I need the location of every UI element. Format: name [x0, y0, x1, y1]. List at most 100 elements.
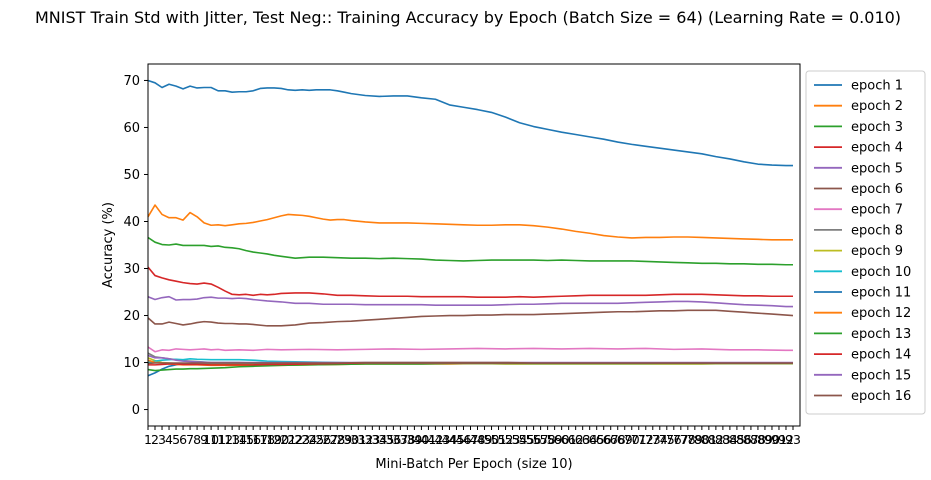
- legend-item: epoch 11: [814, 286, 911, 301]
- legend-item: epoch 1: [814, 79, 903, 94]
- x-tick-label: 30: [343, 432, 359, 447]
- x-tick-label: 61: [561, 432, 577, 447]
- y-tick-label: 60: [123, 121, 140, 136]
- y-axis: 0 10 20 30 40 50 60 70: [123, 74, 148, 418]
- x-tick-label: 2: [151, 432, 159, 447]
- series-line-2: [147, 204, 793, 241]
- legend-label: epoch 6: [851, 182, 903, 197]
- x-tick-label: 80: [694, 432, 710, 447]
- legend-item: epoch 15: [814, 368, 911, 383]
- x-tick-label: 87: [743, 432, 759, 447]
- x-tick-label: 83: [715, 432, 731, 447]
- legend-item: epoch 9: [814, 244, 903, 259]
- x-tick-label: 35: [378, 432, 394, 447]
- x-tick-label: 14: [231, 432, 247, 447]
- x-tick-label: 90: [764, 432, 780, 447]
- x-tick-label: 68: [610, 432, 626, 447]
- x-tick-label: 5: [172, 432, 180, 447]
- x-tick-label: 82: [708, 432, 724, 447]
- x-tick-label: 88: [750, 432, 766, 447]
- x-tick-label: 72: [638, 432, 654, 447]
- y-tick-label: 40: [123, 215, 140, 230]
- legend-label: epoch 1: [851, 79, 903, 94]
- x-tick-label: 27: [322, 432, 338, 447]
- x-tick-label: 45: [449, 432, 465, 447]
- x-tick-label: 75: [659, 432, 675, 447]
- x-tick-label: 47: [463, 432, 479, 447]
- legend-label: epoch 5: [851, 161, 903, 176]
- x-tick-label: 76: [666, 432, 682, 447]
- x-tick-label: 64: [582, 432, 598, 447]
- x-tick-label: 17: [252, 432, 268, 447]
- x-tick-label: 49: [477, 432, 493, 447]
- legend-item: epoch 7: [814, 203, 903, 218]
- legend: epoch 1 epoch 2 epoch 3 epoch 4 epoch 5 epoch…: [805, 70, 926, 415]
- legend-box: [805, 70, 926, 415]
- legend-label: epoch 7: [851, 203, 903, 218]
- x-tick-label: 51: [491, 432, 507, 447]
- legend-label: epoch 3: [851, 120, 903, 135]
- x-tick-label: 85: [729, 432, 745, 447]
- legend-label: epoch 16: [851, 389, 911, 404]
- x-tick-label: 62: [568, 432, 584, 447]
- x-tick-label: 91: [771, 432, 787, 447]
- x-tick-label: 43: [434, 432, 450, 447]
- x-tick-label: 56: [526, 432, 542, 447]
- x-tick-label: 41: [420, 432, 436, 447]
- x-tick-label: 39: [406, 432, 422, 447]
- legend-item: epoch 3: [814, 120, 903, 135]
- y-tick-label: 20: [123, 309, 140, 324]
- legend-label: epoch 15: [851, 368, 911, 383]
- x-tick-label: 71: [631, 432, 647, 447]
- x-tick-label: 77: [673, 432, 689, 447]
- y-tick-label: 10: [123, 356, 140, 371]
- legend-label: epoch 11: [851, 286, 911, 301]
- legend-label: epoch 10: [851, 265, 911, 280]
- x-tick-label: 58: [540, 432, 556, 447]
- x-tick-label: 31: [350, 432, 366, 447]
- legend-item: epoch 2: [814, 99, 903, 114]
- legend-item: epoch 10: [814, 265, 911, 280]
- legend-item: epoch 4: [814, 141, 903, 156]
- x-tick-label: 57: [533, 432, 549, 447]
- plot-frame: [147, 63, 801, 427]
- series-line-16: [147, 361, 793, 365]
- y-tick-label: 70: [123, 74, 140, 89]
- series-line-5: [147, 295, 793, 308]
- x-tick-label: 7: [186, 432, 194, 447]
- legend-item: epoch 6: [814, 182, 903, 197]
- x-tick-label: 28: [329, 432, 345, 447]
- legend-item: epoch 8: [814, 223, 903, 238]
- legend-item: epoch 5: [814, 161, 903, 176]
- series-line-6: [147, 309, 794, 327]
- x-tick-label: 50: [484, 432, 500, 447]
- x-tick-label: 33: [364, 432, 380, 447]
- x-tick-label: 69: [617, 432, 633, 447]
- legend-label: epoch 13: [851, 327, 911, 342]
- legend-label: epoch 9: [851, 244, 903, 259]
- x-tick-label: 16: [245, 432, 261, 447]
- x-tick-label: 22: [287, 432, 303, 447]
- x-tick-label: 48: [470, 432, 486, 447]
- y-tick-label: 0: [132, 403, 140, 418]
- x-tick-label: 53: [505, 432, 521, 447]
- x-axis-label: Mini-Batch Per Epoch (size 10): [375, 457, 572, 472]
- x-tick-label: 63: [575, 432, 591, 447]
- x-tick-label: 21: [280, 432, 296, 447]
- y-tick-label: 50: [123, 168, 140, 183]
- x-tick-label: 23: [294, 432, 310, 447]
- x-tick-label: 86: [736, 432, 752, 447]
- x-tick-label: 26: [315, 432, 331, 447]
- y-tick-label: 30: [123, 262, 140, 277]
- x-tick-label: 55: [519, 432, 535, 447]
- x-tick-label: 11: [210, 432, 226, 447]
- x-tick-label: 38: [399, 432, 415, 447]
- series-line-3: [147, 236, 793, 266]
- legend-label: epoch 4: [851, 141, 903, 156]
- x-tick-label: 42: [427, 432, 443, 447]
- x-tick-label: 13: [224, 432, 240, 447]
- series-line-15: [147, 354, 793, 364]
- legend-item: epoch 16: [814, 389, 911, 404]
- x-tick-label: 81: [701, 432, 717, 447]
